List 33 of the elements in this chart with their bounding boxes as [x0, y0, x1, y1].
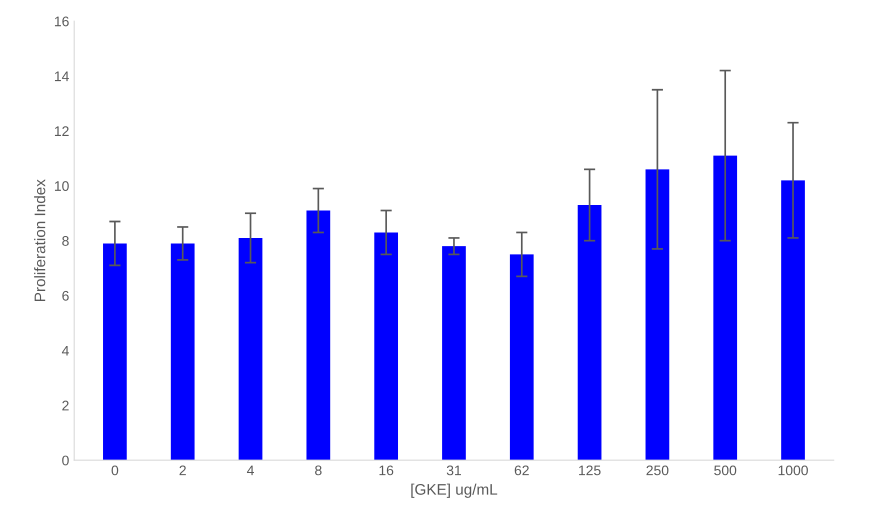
- bar: [646, 169, 670, 460]
- x-tick-label: 8: [315, 465, 322, 476]
- y-tick-label: 2: [62, 400, 69, 410]
- bar: [510, 254, 534, 460]
- x-tick-label: 31: [446, 465, 462, 476]
- y-tick-label: 4: [62, 346, 69, 356]
- x-tick-label: 1000: [778, 465, 808, 476]
- bar: [374, 232, 398, 460]
- x-tick-label: 2: [180, 465, 186, 476]
- x-tick-label: 16: [379, 465, 394, 476]
- x-tick-label: 0: [112, 465, 118, 476]
- x-tick-label: 62: [514, 465, 529, 476]
- x-tick-label: 4: [246, 466, 254, 476]
- bar: [238, 238, 262, 460]
- x-axis-title: [GKE] ug/mL: [411, 484, 498, 498]
- bar: [781, 180, 805, 460]
- y-tick-label: 0: [62, 456, 69, 466]
- y-tick-label: 16: [54, 16, 69, 26]
- y-axis-title: Proliferation Index: [34, 179, 46, 302]
- y-tick-label: 12: [54, 126, 69, 136]
- bar: [103, 243, 127, 460]
- bar: [442, 246, 466, 460]
- bar: [713, 156, 738, 460]
- y-tick-label: 6: [62, 290, 69, 301]
- bar: [578, 205, 602, 460]
- bar: [170, 243, 195, 460]
- x-tick-label: 500: [714, 465, 736, 476]
- y-tick-label: 10: [54, 181, 69, 191]
- x-tick-label: 250: [646, 465, 668, 476]
- y-tick-label: 14: [54, 72, 69, 82]
- bar: [306, 210, 330, 460]
- y-tick-label: 8: [62, 236, 69, 246]
- x-tick-label: 125: [579, 465, 601, 476]
